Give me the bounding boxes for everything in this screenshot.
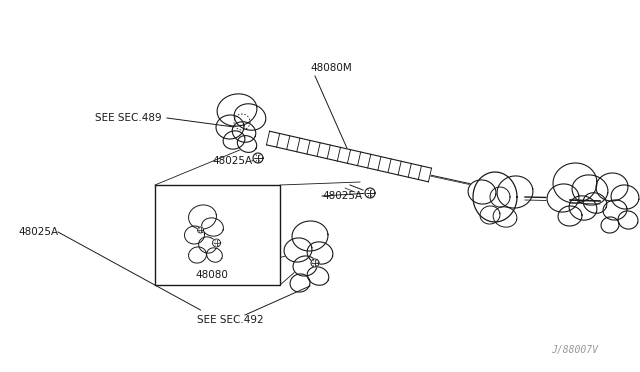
Polygon shape <box>493 207 517 227</box>
Polygon shape <box>212 239 221 247</box>
Polygon shape <box>497 176 533 208</box>
Polygon shape <box>253 153 263 163</box>
Polygon shape <box>293 256 317 276</box>
Polygon shape <box>311 259 319 267</box>
Polygon shape <box>216 115 244 139</box>
Polygon shape <box>596 173 628 201</box>
Polygon shape <box>292 221 328 251</box>
Polygon shape <box>468 180 496 204</box>
Polygon shape <box>307 267 329 285</box>
Polygon shape <box>207 248 222 262</box>
Polygon shape <box>611 185 639 209</box>
Polygon shape <box>217 94 257 126</box>
Polygon shape <box>553 163 597 203</box>
Polygon shape <box>284 238 312 262</box>
Text: SEE SEC.489: SEE SEC.489 <box>95 113 162 123</box>
Polygon shape <box>266 131 431 182</box>
Polygon shape <box>189 205 216 229</box>
Polygon shape <box>202 218 223 236</box>
Polygon shape <box>237 136 257 153</box>
Polygon shape <box>184 226 205 244</box>
Text: 48025A: 48025A <box>212 156 252 166</box>
Polygon shape <box>603 200 627 220</box>
Polygon shape <box>473 172 517 222</box>
Polygon shape <box>198 227 204 233</box>
Polygon shape <box>558 206 582 226</box>
Polygon shape <box>365 188 375 198</box>
Polygon shape <box>307 242 333 264</box>
Polygon shape <box>290 274 310 292</box>
Text: J/88007V: J/88007V <box>551 345 598 355</box>
Polygon shape <box>232 122 256 142</box>
Polygon shape <box>583 193 607 213</box>
Polygon shape <box>234 104 266 130</box>
Polygon shape <box>601 217 619 233</box>
Text: SEE SEC.492: SEE SEC.492 <box>196 315 263 325</box>
Polygon shape <box>189 247 207 263</box>
Polygon shape <box>569 196 597 220</box>
Text: 48080M: 48080M <box>310 63 352 73</box>
Text: 48080: 48080 <box>195 270 228 280</box>
Polygon shape <box>572 175 608 205</box>
Polygon shape <box>198 237 216 253</box>
Text: 48025A: 48025A <box>322 191 362 201</box>
Polygon shape <box>618 211 638 229</box>
Bar <box>155 185 280 285</box>
Text: 48025A: 48025A <box>18 227 58 237</box>
Polygon shape <box>547 184 579 212</box>
Polygon shape <box>223 131 245 149</box>
Polygon shape <box>480 206 500 224</box>
